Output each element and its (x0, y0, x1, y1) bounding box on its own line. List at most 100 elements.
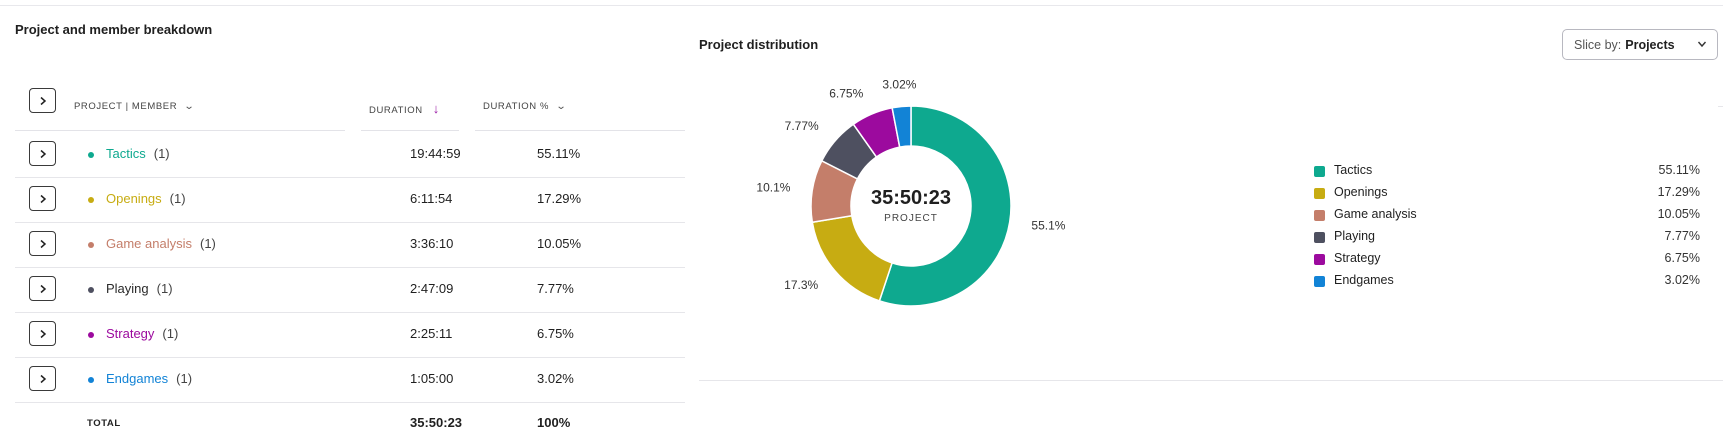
member-count: (1) (156, 281, 173, 296)
row-duration: 19:44:59 (410, 146, 461, 161)
chevron-right-icon (40, 149, 46, 158)
row-duration: 3:36:10 (410, 236, 454, 251)
row-duration: 1:05:00 (410, 371, 454, 386)
table-row[interactable]: Endgames (1) 1:05:00 3.02% (15, 357, 685, 403)
legend-item[interactable]: Playing 7.77% (1314, 226, 1700, 248)
legend-value: 17.29% (1657, 185, 1700, 199)
table-header: PROJECT | MEMBER ⌄ DURATION ↓ DURATION % ⌄ (15, 68, 685, 131)
member-count: (1) (199, 236, 216, 251)
legend-value: 55.11% (1658, 163, 1700, 177)
chevron-right-icon (40, 96, 46, 105)
row-duration-percent: 7.77% (537, 281, 574, 296)
expand-row-button[interactable] (29, 141, 56, 166)
legend-label: Playing (1334, 229, 1375, 243)
project-color-dot (88, 287, 94, 293)
expand-row-button[interactable] (29, 231, 56, 256)
project-name[interactable]: Openings (106, 191, 162, 206)
donut-slice[interactable] (891, 105, 912, 148)
chevron-right-icon (40, 284, 46, 293)
total-label: TOTAL (87, 418, 121, 429)
expand-row-button[interactable] (29, 276, 56, 301)
chevron-right-icon (40, 329, 46, 338)
project-color-dot (88, 377, 94, 383)
legend-swatch (1314, 254, 1325, 265)
donut-slice-label: 6.75% (829, 87, 863, 101)
chevron-right-icon (40, 374, 46, 383)
row-duration-percent: 6.75% (537, 326, 574, 341)
distribution-title: Project distribution (699, 37, 819, 52)
chevron-right-icon (40, 239, 46, 248)
legend-label: Strategy (1334, 251, 1381, 265)
legend-label: Openings (1334, 185, 1388, 199)
donut-center-label: PROJECT (884, 213, 938, 224)
donut-slice[interactable] (878, 105, 1012, 307)
column-duration[interactable]: DURATION ↓ (369, 101, 440, 116)
total-percent: 100% (537, 415, 571, 430)
expand-row-button[interactable] (29, 366, 56, 391)
table-row[interactable]: Openings (1) 6:11:54 17.29% (15, 177, 685, 223)
member-count: (1) (162, 326, 179, 341)
member-count: (1) (169, 191, 186, 206)
legend-value: 6.75% (1664, 251, 1700, 265)
slice-by-dropdown[interactable]: Slice by: Projects (1562, 29, 1718, 60)
legend-swatch (1314, 166, 1325, 177)
expand-row-button[interactable] (29, 321, 56, 346)
column-project-member[interactable]: PROJECT | MEMBER ⌄ (74, 101, 196, 112)
legend-item[interactable]: Strategy 6.75% (1314, 248, 1700, 270)
column-duration-percent[interactable]: DURATION % ⌄ (483, 101, 568, 112)
member-count: (1) (153, 146, 170, 161)
project-name[interactable]: Strategy (106, 326, 155, 341)
legend-swatch (1314, 188, 1325, 199)
row-duration: 2:25:11 (410, 326, 453, 341)
expand-all-button[interactable] (29, 88, 56, 113)
sort-desc-arrow-icon: ↓ (432, 101, 440, 116)
row-duration: 6:11:54 (410, 191, 453, 206)
expand-row-button[interactable] (29, 186, 56, 211)
breakdown-title: Project and member breakdown (15, 22, 213, 37)
chevron-down-icon (1697, 41, 1707, 48)
donut-slice[interactable] (811, 214, 893, 302)
project-color-dot (88, 197, 94, 203)
row-duration: 2:47:09 (410, 281, 454, 296)
row-duration-percent: 10.05% (537, 236, 582, 251)
row-duration-percent: 55.11% (537, 146, 581, 161)
legend-label: Endgames (1334, 273, 1394, 287)
legend-value: 7.77% (1664, 229, 1700, 243)
legend-swatch (1314, 210, 1325, 221)
donut-slice-label: 7.77% (785, 119, 819, 133)
legend-value: 10.05% (1657, 207, 1700, 221)
donut-slice-label: 55.1% (1031, 219, 1065, 233)
member-count: (1) (176, 371, 193, 386)
legend-item[interactable]: Tactics 55.11% (1314, 160, 1700, 182)
project-name[interactable]: Tactics (106, 146, 146, 161)
row-duration-percent: 3.02% (537, 371, 574, 386)
table-row[interactable]: Game analysis (1) 3:36:10 10.05% (15, 222, 685, 268)
legend-value: 3.02% (1664, 273, 1700, 287)
project-name[interactable]: Game analysis (106, 236, 192, 251)
chart-legend: Tactics 55.11% Openings 17.29% Game analysis… (1314, 160, 1700, 292)
top-divider (0, 5, 1723, 6)
legend-item[interactable]: Endgames 3.02% (1314, 270, 1700, 292)
project-name[interactable]: Playing (106, 281, 149, 296)
project-distribution-donut: 55.1%17.3%10.1%7.77%6.75%3.02% 35:50:23 … (756, 78, 1066, 307)
table-row[interactable]: Playing (1) 2:47:09 7.77% (15, 267, 685, 313)
bottom-divider (699, 380, 1723, 381)
legend-swatch (1314, 276, 1325, 287)
row-duration-percent: 17.29% (537, 191, 582, 206)
chevron-right-icon (40, 194, 46, 203)
total-duration: 35:50:23 (410, 415, 463, 430)
donut-slice-label: 10.1% (756, 180, 790, 194)
chevron-down-icon: ⌄ (555, 101, 568, 112)
project-color-dot (88, 332, 94, 338)
legend-item[interactable]: Game analysis 10.05% (1314, 204, 1700, 226)
donut-slice-label: 3.02% (882, 78, 916, 92)
legend-label: Game analysis (1334, 207, 1417, 221)
table-row[interactable]: Tactics (1) 19:44:59 55.11% (15, 132, 685, 178)
donut-center-total: 35:50:23 (871, 187, 951, 209)
project-color-dot (88, 152, 94, 158)
donut-slice-label: 17.3% (784, 278, 818, 292)
legend-item[interactable]: Openings 17.29% (1314, 182, 1700, 204)
project-color-dot (88, 242, 94, 248)
project-name[interactable]: Endgames (106, 371, 169, 386)
table-row[interactable]: Strategy (1) 2:25:11 6.75% (15, 312, 685, 358)
